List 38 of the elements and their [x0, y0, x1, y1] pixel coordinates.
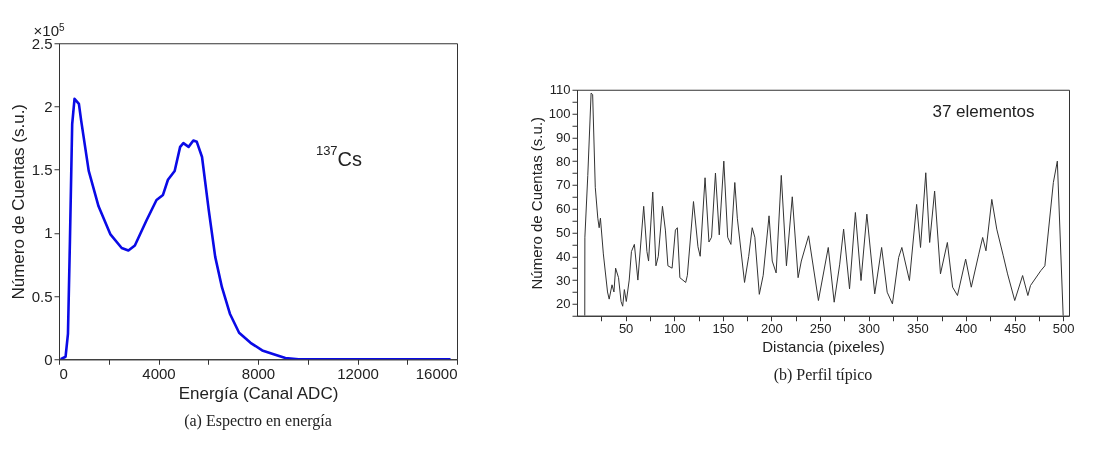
x-tick-label: 50 — [618, 321, 634, 337]
y-axis-title: Número de Cuentas (s.u.) — [527, 116, 545, 290]
x-axis-title: Distancia (pixeles) — [762, 338, 885, 356]
y-tick-label: 0.5 — [31, 287, 53, 305]
y-axis-title: Número de Cuentas (s.u.) — [8, 103, 28, 300]
x-tick-label: 300 — [858, 321, 881, 337]
x-tick-label: 450 — [1004, 321, 1026, 337]
text: (a) Espectro en energía — [184, 412, 332, 431]
y-tick-label: 50 — [556, 224, 571, 240]
y-tick-label: 2 — [44, 97, 53, 115]
x-tick-label: 350 — [906, 321, 929, 337]
y-tick-label: 100 — [548, 106, 571, 122]
y-tick-label: 80 — [556, 153, 571, 169]
x-tick-label: 150 — [712, 321, 735, 337]
x-tick-label: 400 — [955, 321, 978, 337]
y-tick-label: 70 — [556, 177, 571, 193]
x-tick-label: 200 — [761, 321, 783, 337]
annotation: 37 elementos — [932, 102, 1035, 122]
y-tick-label: 30 — [556, 272, 571, 288]
x-tick-label: 4000 — [142, 364, 176, 382]
y-tick-label: 110 — [549, 82, 571, 98]
x-axis-title: Energía (Canal ADC) — [178, 383, 339, 403]
y-tick-label: 60 — [556, 201, 571, 217]
text: (b) Perfil típico — [773, 365, 873, 384]
x-tick-label: 8000 — [241, 364, 276, 382]
y-tick-label: 0 — [44, 350, 53, 368]
x-tick-label: 12000 — [337, 364, 379, 382]
x-tick-label: 100 — [663, 321, 686, 337]
x-tick-label: 500 — [1052, 321, 1075, 337]
line-series — [59, 97, 452, 360]
y-tick-label: 40 — [556, 248, 571, 264]
y-tick-label: 20 — [556, 296, 571, 312]
x-tick-label: 0 — [59, 364, 68, 382]
y-tick-label: 1 — [44, 224, 53, 242]
x-tick-label: 16000 — [415, 364, 458, 382]
x-tick-label: 250 — [809, 321, 832, 337]
y-tick-label: 1.5 — [31, 161, 53, 179]
y-tick-label: 90 — [556, 129, 571, 145]
